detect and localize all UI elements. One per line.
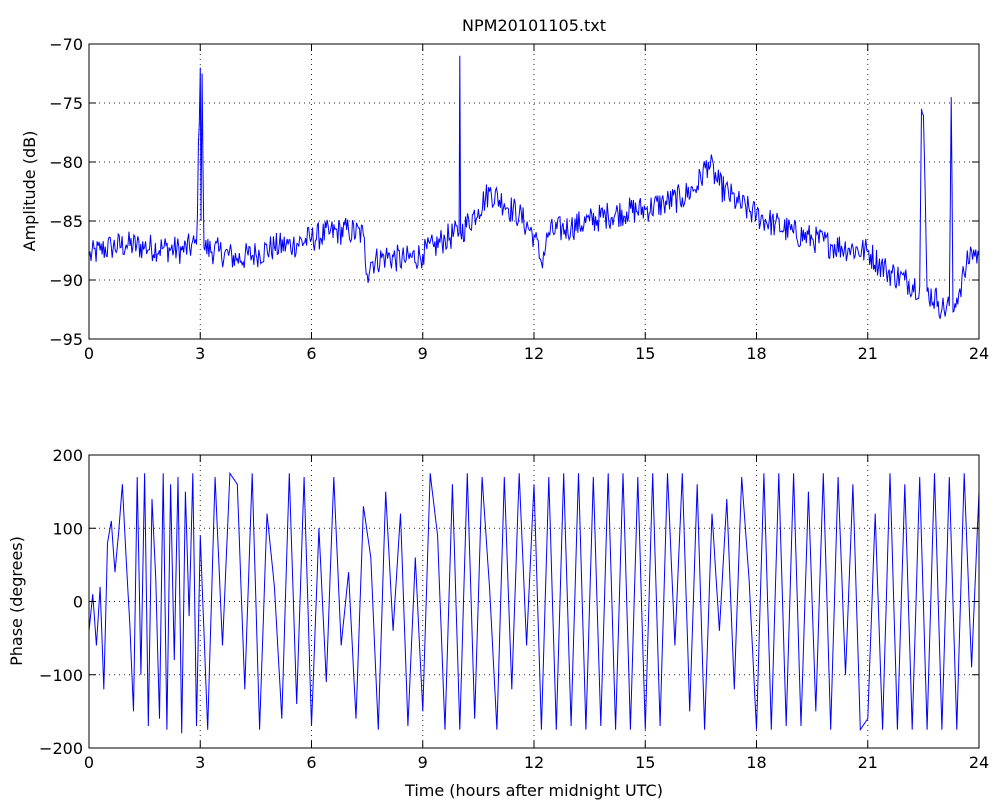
x-tick-label: 15	[635, 753, 655, 772]
y-tick-label: −80	[49, 153, 83, 172]
x-tick-label: 24	[969, 753, 989, 772]
x-tick-label: 15	[635, 344, 655, 363]
y-tick-label: −75	[49, 94, 83, 113]
x-tick-label: 0	[84, 344, 94, 363]
y-tick-label: −100	[39, 666, 83, 685]
x-tick-label: 9	[418, 753, 428, 772]
y-tick-label: −90	[49, 271, 83, 290]
x-tick-label: 3	[195, 753, 205, 772]
amplitude-ticks: 0 3 6 9 12 15 18 21 24 −95 −90 −85 −80 −75 −70	[49, 35, 989, 363]
amplitude-series	[88, 55, 980, 319]
amplitude-axes: NPM20101105.txt 0 3 6 9 12 15 18 21 24 −95 −90 −85 −…	[20, 16, 989, 363]
y-tick-label: −95	[49, 330, 83, 349]
x-tick-label: 9	[418, 344, 428, 363]
y-tick-label: 200	[52, 446, 83, 465]
y-tick-label: −70	[49, 35, 83, 54]
phase-ylabel: Phase (degrees)	[7, 536, 26, 666]
amplitude-ylabel: Amplitude (dB)	[20, 131, 39, 252]
y-tick-label: 100	[52, 519, 83, 538]
x-tick-label: 24	[969, 344, 989, 363]
series-line	[88, 55, 980, 319]
phase-axes: 0 3 6 9 12 15 18 21 24 −200 −100 0 100 200 Phase (deg…	[7, 446, 989, 800]
x-tick-label: 18	[746, 753, 766, 772]
series-line	[88, 471, 980, 734]
phase-grid	[89, 455, 979, 748]
x-tick-label: 6	[306, 753, 316, 772]
amplitude-grid	[89, 44, 979, 339]
x-tick-label: 21	[858, 753, 878, 772]
x-tick-label: 21	[858, 344, 878, 363]
y-tick-label: −85	[49, 212, 83, 231]
x-tick-label: 18	[746, 344, 766, 363]
x-tick-label: 12	[524, 344, 544, 363]
x-tick-label: 3	[195, 344, 205, 363]
amplitude-title: NPM20101105.txt	[462, 16, 606, 35]
x-tick-label: 12	[524, 753, 544, 772]
phase-series	[88, 471, 980, 734]
phase-xlabel: Time (hours after midnight UTC)	[404, 781, 663, 800]
x-tick-label: 0	[84, 753, 94, 772]
phase-ticks: 0 3 6 9 12 15 18 21 24 −200 −100 0 100 200	[39, 446, 989, 772]
y-tick-label: 0	[73, 593, 83, 612]
x-tick-label: 6	[306, 344, 316, 363]
y-tick-label: −200	[39, 739, 83, 758]
